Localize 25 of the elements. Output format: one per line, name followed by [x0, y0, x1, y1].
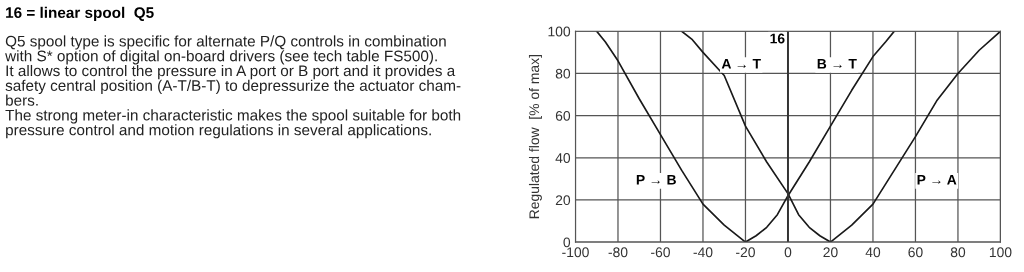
y-tick-label: 60	[555, 110, 571, 121]
x-tick-label: -20	[736, 247, 755, 258]
x-tick-label: 100	[989, 247, 1012, 258]
annotation: 16	[770, 33, 785, 44]
x-tick-label: 0	[784, 247, 792, 258]
y-axis-title: Regulated flow [% of max]	[528, 55, 542, 219]
y-tick-label: 0	[563, 237, 571, 248]
x-tick-label: 80	[950, 247, 966, 258]
annotation: B → T	[817, 59, 857, 69]
x-tick-label: 20	[823, 247, 838, 258]
annotation: A → T	[721, 59, 761, 69]
text: Q5 spool type is specific for alternate P/Q controls in combination with S* option of digital on-board drivers (see tech table FS500). It allows to control the pressure in A port or B port and it provides a safety central position (A-T/B-T) to depressurize the actuator cham- bers. The strong meter-in characteristic makes the spool suitable for both pressure control and motion regulations in several applications.	[5, 35, 461, 139]
text: 16 = linear spool Q5	[6, 6, 154, 22]
y-tick-label: 40	[555, 153, 571, 163]
y-tick-label: 20	[555, 195, 571, 206]
x-tick-label: -80	[608, 247, 628, 258]
annotation: P → B	[636, 174, 676, 185]
y-tick-label: 80	[555, 68, 571, 79]
x-tick-label: 40	[865, 247, 881, 258]
y-tick-label: 100	[548, 26, 571, 37]
x-tick-label: -60	[651, 247, 670, 258]
annotation: P → A	[917, 174, 957, 185]
x-tick-label: 60	[908, 247, 923, 258]
x-tick-label: -100	[562, 247, 589, 258]
x-tick-label: -40	[693, 247, 713, 258]
